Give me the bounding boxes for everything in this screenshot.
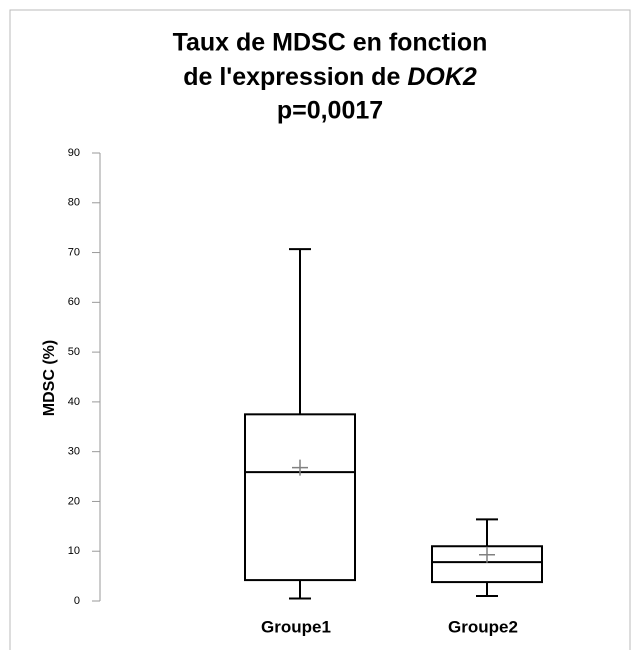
y-tick-label: 10	[68, 545, 80, 557]
x-tick-label: Groupe2	[448, 617, 518, 636]
y-tick-label: 50	[68, 346, 80, 358]
y-tick-label: 20	[68, 495, 80, 507]
mean-marker	[292, 459, 308, 476]
frame	[9, 9, 631, 650]
title-italic: DOK2	[407, 63, 477, 91]
chart-subtitle: p=0,0017	[277, 97, 383, 125]
y-tick-label: 30	[68, 446, 80, 458]
chart-title: de l'expression de DOK2	[183, 63, 477, 91]
y-tick-label: 0	[74, 595, 80, 607]
y-tick-label: 80	[68, 197, 80, 209]
y-axis-label: MDSC (%)	[41, 340, 58, 416]
box	[244, 413, 356, 582]
y-tick-label: 40	[68, 396, 80, 408]
x-tick-label: Groupe1	[261, 617, 331, 636]
y-tick-label: 60	[68, 296, 80, 308]
title-text: de l'expression de	[183, 63, 400, 91]
mean-marker	[479, 546, 495, 563]
y-tick-label: 70	[68, 246, 80, 258]
chart-title: Taux de MDSC en fonction	[173, 29, 488, 57]
y-tick-label: 90	[68, 147, 80, 159]
